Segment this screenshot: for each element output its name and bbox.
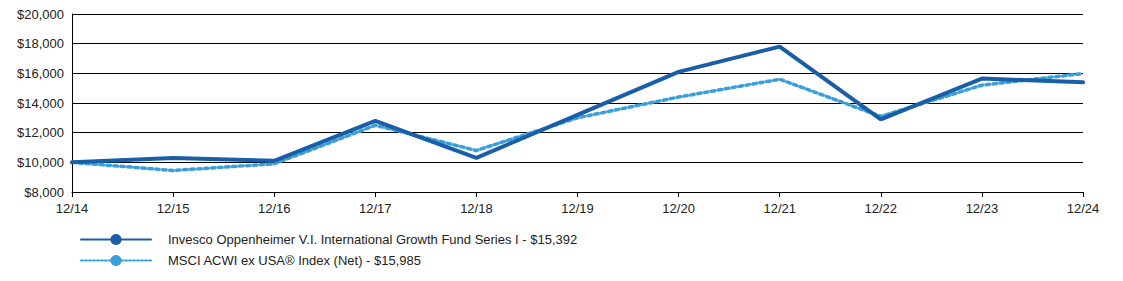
svg-text:12/15: 12/15 — [157, 201, 190, 216]
svg-text:$12,000: $12,000 — [17, 125, 64, 140]
svg-text:MSCI ACWI ex USA® Index (Net): MSCI ACWI ex USA® Index (Net) - $15,985 — [168, 253, 421, 268]
svg-text:12/23: 12/23 — [966, 201, 999, 216]
svg-text:12/17: 12/17 — [359, 201, 392, 216]
svg-text:12/18: 12/18 — [460, 201, 493, 216]
svg-text:12/24: 12/24 — [1067, 201, 1100, 216]
svg-text:12/19: 12/19 — [561, 201, 594, 216]
svg-text:12/22: 12/22 — [865, 201, 898, 216]
svg-text:$16,000: $16,000 — [17, 66, 64, 81]
svg-text:12/20: 12/20 — [662, 201, 695, 216]
svg-text:$10,000: $10,000 — [17, 155, 64, 170]
svg-text:$18,000: $18,000 — [17, 36, 64, 51]
svg-text:Invesco Oppenheimer V.I. Inter: Invesco Oppenheimer V.I. International G… — [168, 232, 577, 247]
svg-text:$20,000: $20,000 — [17, 7, 64, 22]
svg-text:12/14: 12/14 — [56, 201, 89, 216]
svg-text:$8,000: $8,000 — [24, 185, 64, 200]
svg-text:12/16: 12/16 — [258, 201, 291, 216]
svg-text:$14,000: $14,000 — [17, 96, 64, 111]
svg-text:12/21: 12/21 — [763, 201, 796, 216]
